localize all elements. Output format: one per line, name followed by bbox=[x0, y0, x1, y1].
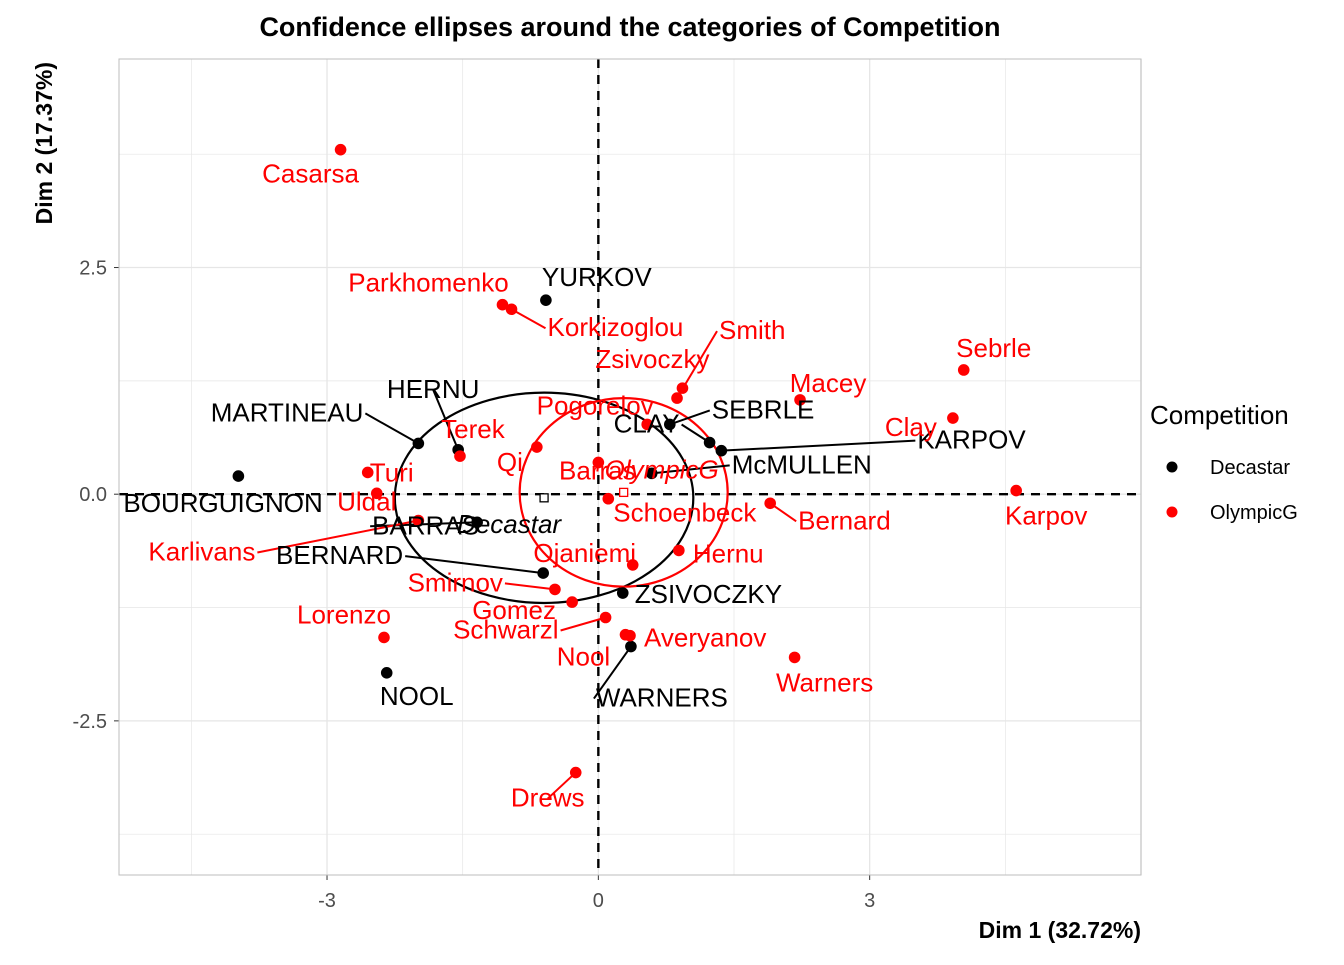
data-point-olympicg-drews[interactable] bbox=[570, 767, 582, 779]
data-point-olympicg-schwarzl[interactable] bbox=[600, 612, 612, 624]
point-label-warners: Warners bbox=[776, 667, 873, 697]
point-label-clay: Clay bbox=[885, 412, 937, 442]
x-axis-title: Dim 1 (32.72%) bbox=[979, 917, 1141, 943]
point-label-nool: NOOL bbox=[380, 681, 454, 711]
data-point-olympicg-casarsa[interactable] bbox=[335, 144, 347, 156]
data-point-olympicg-smith[interactable] bbox=[671, 392, 683, 404]
point-label-gomez: Gomez bbox=[472, 595, 556, 625]
data-point-olympicg-korkizoglou[interactable] bbox=[506, 303, 518, 315]
legend-key-olympicg bbox=[1167, 507, 1178, 518]
data-point-olympicg-warners[interactable] bbox=[789, 652, 801, 664]
point-label-sebrle: SEBRLE bbox=[712, 394, 815, 424]
point-label-parkhomenko: Parkhomenko bbox=[348, 268, 508, 298]
point-label-bourguignon: BOURGUIGNON bbox=[123, 488, 322, 518]
data-point-olympicg-smirnov[interactable] bbox=[549, 584, 561, 596]
x-tick-label: 3 bbox=[864, 890, 875, 912]
category-center-marker-decastar bbox=[540, 494, 548, 502]
data-point-decastar-clay[interactable] bbox=[704, 437, 716, 449]
point-label-warners: WARNERS bbox=[596, 683, 728, 713]
point-label-smith: Smith bbox=[719, 315, 785, 345]
point-label-bernard: BERNARD bbox=[276, 540, 403, 570]
data-point-olympicg-qi[interactable] bbox=[531, 441, 543, 453]
data-point-decastar-bernard[interactable] bbox=[537, 567, 549, 579]
point-label-uldal: Uldal bbox=[337, 486, 396, 516]
legend-key-decastar bbox=[1167, 462, 1178, 473]
point-label-turi: Turi bbox=[370, 457, 414, 487]
point-label-drews: Drews bbox=[511, 783, 585, 813]
point-label-mcmullen: McMULLEN bbox=[732, 449, 872, 479]
point-label-hernu: HERNU bbox=[387, 374, 479, 404]
x-tick-label: -3 bbox=[318, 890, 336, 912]
data-point-olympicg-averyanov[interactable] bbox=[624, 630, 636, 642]
data-point-olympicg-zsivoczky[interactable] bbox=[677, 382, 689, 394]
point-label-averyanov: Averyanov bbox=[644, 623, 766, 653]
y-tick-label: 0.0 bbox=[79, 484, 107, 506]
point-label-lorenzo: Lorenzo bbox=[297, 599, 391, 629]
point-label-smirnov: Smirnov bbox=[408, 567, 503, 597]
data-point-olympicg-clay[interactable] bbox=[947, 412, 959, 424]
data-point-olympicg-bernard[interactable] bbox=[764, 497, 776, 509]
data-point-decastar-martineau[interactable] bbox=[413, 438, 425, 450]
point-label-qi: Qi bbox=[497, 447, 523, 477]
data-point-olympicg-terek[interactable] bbox=[454, 450, 466, 462]
point-label-sebrle: Sebrle bbox=[956, 333, 1031, 363]
point-label-karlivans: Karlivans bbox=[148, 536, 255, 566]
point-label-karpov: Karpov bbox=[1005, 501, 1087, 531]
point-label-korkizoglou: Korkizoglou bbox=[548, 312, 684, 342]
point-label-ojaniemi: Ojaniemi bbox=[533, 538, 636, 568]
point-label-zsivoczky: Zsivoczky bbox=[595, 344, 709, 374]
point-label-pogorelov: Pogorelov bbox=[537, 390, 654, 420]
data-point-olympicg-lorenzo[interactable] bbox=[378, 632, 390, 644]
point-label-zsivoczky: ZSIVOCZKY bbox=[635, 579, 782, 609]
point-label-hernu: Hernu bbox=[693, 538, 764, 568]
point-label-bernard: Bernard bbox=[798, 505, 891, 535]
point-label-yurkov: YURKOV bbox=[542, 262, 652, 292]
data-point-decastar-yurkov[interactable] bbox=[540, 294, 552, 306]
data-point-decastar-bourguignon[interactable] bbox=[233, 470, 245, 482]
legend-title: Competition bbox=[1150, 400, 1289, 430]
data-point-olympicg-hernu[interactable] bbox=[673, 545, 685, 557]
point-label-terek: Terek bbox=[441, 414, 506, 444]
data-point-olympicg-gomez[interactable] bbox=[566, 596, 578, 608]
data-point-olympicg-karpov[interactable] bbox=[1010, 485, 1022, 497]
data-point-olympicg-sebrle[interactable] bbox=[958, 364, 970, 376]
data-point-decastar-warners[interactable] bbox=[625, 641, 637, 653]
category-center-label-olympicg: OlympicG bbox=[605, 454, 719, 484]
chart-title: Confidence ellipses around the categorie… bbox=[259, 12, 1000, 42]
legend-label-decastar: Decastar bbox=[1210, 457, 1290, 479]
point-label-macey: Macey bbox=[790, 368, 867, 398]
data-point-decastar-nool[interactable] bbox=[381, 667, 393, 679]
point-label-nool: Nool bbox=[557, 642, 610, 672]
data-point-decastar-zsivoczky[interactable] bbox=[617, 587, 629, 599]
y-tick-label: -2.5 bbox=[73, 711, 107, 733]
legend-label-olympicg: OlympicG bbox=[1210, 502, 1298, 524]
category-center-marker-olympicg bbox=[620, 488, 628, 496]
category-center-label-decastar: Decastar bbox=[457, 509, 562, 539]
point-label-casarsa: Casarsa bbox=[262, 159, 359, 189]
x-tick-label: 0 bbox=[593, 890, 604, 912]
y-tick-label: 2.5 bbox=[79, 258, 107, 280]
point-label-schoenbeck: Schoenbeck bbox=[613, 498, 757, 528]
y-axis-title: Dim 2 (17.37%) bbox=[31, 62, 57, 224]
point-label-martineau: MARTINEAU bbox=[211, 397, 364, 427]
